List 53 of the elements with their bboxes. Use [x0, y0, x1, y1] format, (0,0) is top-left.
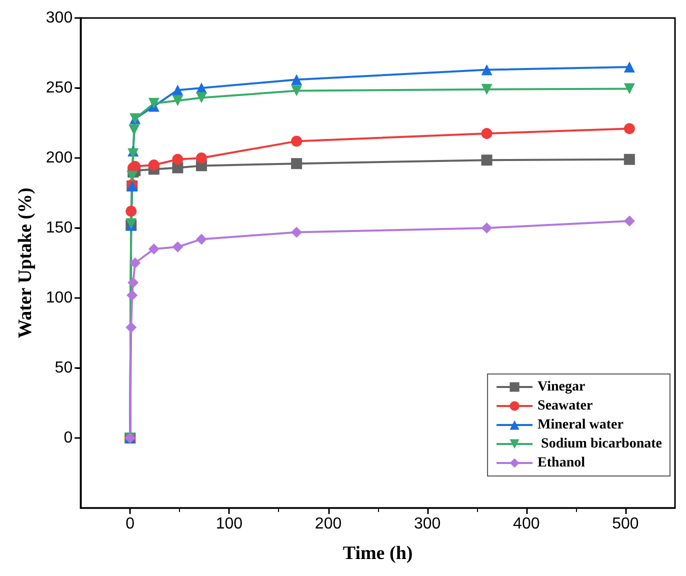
- point: [196, 92, 207, 104]
- point: [624, 83, 635, 94]
- point: [148, 98, 160, 109]
- y-tick-label: 250: [46, 80, 73, 96]
- point: [291, 136, 302, 147]
- point: [196, 152, 207, 164]
- point: [481, 84, 492, 95]
- legend-label: Vinegar: [538, 380, 586, 394]
- point: [172, 95, 184, 106]
- point: [126, 322, 137, 333]
- point: [128, 124, 140, 136]
- point: [291, 85, 302, 96]
- point: [291, 74, 302, 86]
- point: [128, 148, 139, 160]
- point: [481, 222, 492, 234]
- legend-label: Seawater: [538, 398, 593, 414]
- point: [148, 160, 160, 170]
- point: [291, 226, 302, 238]
- y-tick-label: 50: [54, 360, 73, 376]
- point: [196, 234, 207, 245]
- point: [624, 216, 635, 226]
- point: [291, 158, 302, 170]
- point: [126, 206, 137, 217]
- y-tick-label: 200: [46, 150, 73, 166]
- point: [148, 244, 160, 254]
- x-tick-label: 500: [612, 516, 639, 532]
- point: [126, 290, 138, 301]
- legend-label: Mineral water: [538, 418, 624, 432]
- x-tick-label: 0: [126, 516, 135, 532]
- x-tick-label: 400: [513, 516, 540, 532]
- point: [624, 62, 635, 72]
- y-tick-label: 0: [64, 430, 73, 446]
- y-axis-title: Water Uptake (%): [15, 188, 36, 338]
- point: [481, 64, 492, 76]
- y-tick-label: 150: [46, 220, 73, 236]
- point: [172, 154, 184, 165]
- point: [172, 241, 184, 252]
- point: [624, 123, 635, 134]
- y-tick-label: 300: [46, 10, 73, 26]
- point: [128, 277, 139, 288]
- x-axis-title: Time (h): [342, 543, 413, 564]
- x-tick-label: 200: [314, 516, 342, 532]
- point: [481, 154, 492, 166]
- x-tick-label: 300: [414, 516, 441, 532]
- point: [130, 258, 141, 268]
- point: [172, 84, 184, 96]
- legend-label: Ethanol: [538, 456, 586, 470]
- point: [624, 154, 635, 165]
- y-tick-label: 100: [46, 290, 73, 306]
- x-tick-label: 100: [216, 516, 243, 532]
- legend-label: Sodium bicarbonate: [538, 436, 662, 452]
- point: [481, 128, 492, 139]
- point: [126, 170, 138, 182]
